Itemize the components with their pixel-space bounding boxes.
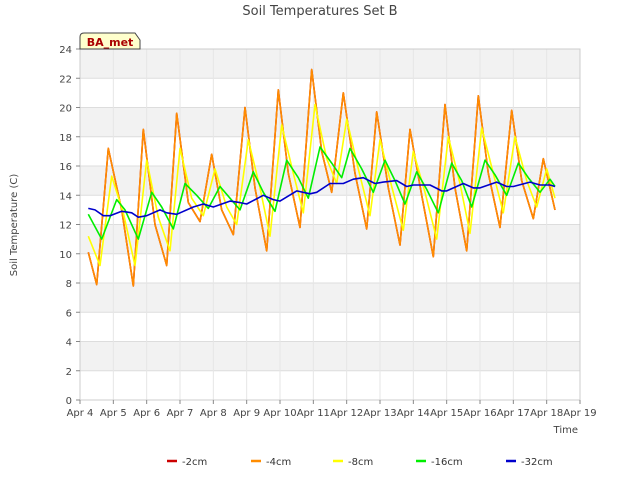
x-tick-label: Apr 16 xyxy=(463,408,496,419)
series-line-minus-8cm xyxy=(87,103,556,267)
x-tick-label: Apr 14 xyxy=(397,408,430,419)
y-tick-label: 12 xyxy=(59,221,72,232)
y-tick-label: 4 xyxy=(66,338,72,349)
annotation-box-shape xyxy=(79,32,141,50)
annotation-box: BA_met xyxy=(79,32,141,50)
y-tick-label: 16 xyxy=(59,162,72,173)
y-tick-label: 22 xyxy=(59,74,72,85)
grid-band xyxy=(80,166,580,196)
y-axis-label: Soil Temperature (C) xyxy=(9,174,20,277)
legend-item: -16cm xyxy=(416,457,463,468)
legend-label: -2cm xyxy=(182,457,207,468)
x-tick-label: Apr 4 xyxy=(67,408,94,419)
y-tick-label: 0 xyxy=(66,396,72,407)
legend-label: -16cm xyxy=(431,457,463,468)
series-line-minus-16cm xyxy=(87,146,556,240)
x-tick-label: Apr 13 xyxy=(363,408,396,419)
x-tick-label: Apr 18 xyxy=(530,408,563,419)
legend-label: -4cm xyxy=(266,457,291,468)
x-tick-label: Apr 6 xyxy=(133,408,160,419)
x-tick-label: Apr 5 xyxy=(100,408,127,419)
x-tick-label: Apr 8 xyxy=(200,408,227,419)
x-tick-label: Apr 19 xyxy=(563,408,596,419)
grid-band xyxy=(80,107,580,137)
legend-item: -8cm xyxy=(333,457,373,468)
grid-band xyxy=(80,224,580,254)
grid-band xyxy=(80,49,580,79)
y-tick-label: 10 xyxy=(59,250,72,261)
y-tick-label: 14 xyxy=(59,191,72,202)
y-tick-label: 24 xyxy=(59,45,72,56)
legend-label: -32cm xyxy=(521,457,553,468)
x-axis-ticks: Apr 4 Apr 5 Apr 6 Apr 7 Apr 8 Apr 9 Apr 10 Apr … xyxy=(67,400,597,419)
y-tick-label: 18 xyxy=(59,133,72,144)
y-tick-label: 6 xyxy=(66,308,72,319)
y-tick-label: 8 xyxy=(66,279,72,290)
annotation-label: BA_met xyxy=(87,36,134,49)
y-tick-label: 20 xyxy=(59,104,72,115)
series-line-minus-32cm xyxy=(88,176,556,218)
legend-item: -32cm xyxy=(506,457,553,468)
series-line-minus-4cm xyxy=(87,68,556,287)
x-tick-label: Apr 15 xyxy=(430,408,463,419)
x-tick-label: Apr 12 xyxy=(330,408,363,419)
x-tick-label: Apr 10 xyxy=(263,408,296,419)
x-axis-label: Time xyxy=(553,425,578,436)
grid-band xyxy=(80,283,580,313)
legend-item: -2cm xyxy=(167,457,207,468)
grid-band xyxy=(80,341,580,371)
y-tick-label: 2 xyxy=(66,367,72,378)
x-tick-label: Apr 9 xyxy=(233,408,260,419)
series-lines xyxy=(87,68,556,287)
legend-label: -8cm xyxy=(348,457,373,468)
x-tick-label: Apr 7 xyxy=(167,408,194,419)
x-tick-label: Apr 11 xyxy=(297,408,330,419)
grid-bands xyxy=(80,49,580,371)
chart-title: Soil Temperatures Set B xyxy=(242,4,397,19)
legend: -2cm -4cm -8cm -16cm -32cm xyxy=(167,457,553,468)
legend-item: -4cm xyxy=(251,457,291,468)
x-tick-label: Apr 17 xyxy=(497,408,530,419)
